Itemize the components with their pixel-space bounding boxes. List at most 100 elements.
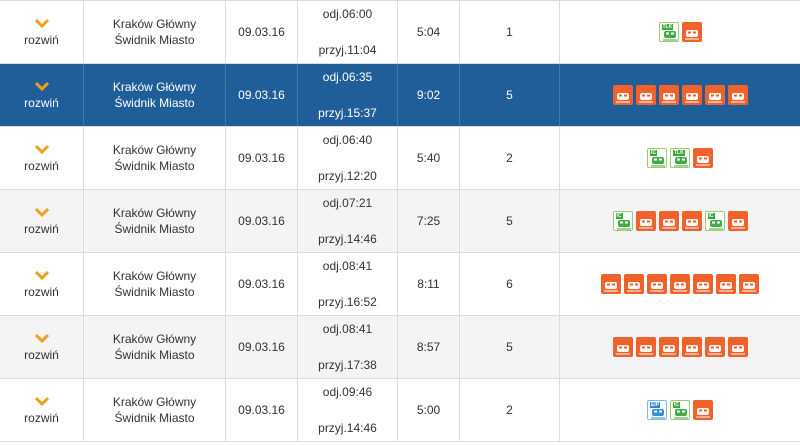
- connection-row[interactable]: rozwiń Kraków Główny Świdnik Miasto 09.0…: [0, 190, 800, 253]
- regional-train-icon: [647, 274, 667, 294]
- from-station: Kraków Główny: [112, 80, 197, 94]
- duration: 8:11: [398, 253, 460, 315]
- route: Kraków Główny Świdnik Miasto: [84, 316, 226, 378]
- train-icons: [612, 337, 748, 357]
- regional-train-icon: [658, 337, 679, 357]
- changes-count: 2: [506, 403, 513, 417]
- duration: 7:25: [398, 190, 460, 252]
- duration: 8:57: [398, 316, 460, 378]
- regional-train-icon: [704, 337, 725, 357]
- arrival-time: przyj.17:38: [318, 358, 377, 372]
- regional-train-icon: [658, 85, 679, 105]
- connection-row[interactable]: rozwiń Kraków Główny Świdnik Miasto 09.0…: [0, 127, 800, 190]
- chevron-down-icon[interactable]: [34, 396, 49, 406]
- expand-toggle[interactable]: rozwiń: [0, 316, 84, 378]
- regional-train-icon: [727, 211, 748, 231]
- departure-time: odj.07:21: [322, 196, 373, 210]
- chevron-down-icon[interactable]: [34, 207, 49, 217]
- chevron-down-icon[interactable]: [34, 81, 49, 91]
- travel-date: 09.03.16: [226, 316, 298, 378]
- changes-count: 2: [506, 151, 513, 165]
- train-badge: EIP: [650, 402, 661, 408]
- arrival-time: przyj.14:46: [318, 232, 377, 246]
- connection-row[interactable]: rozwiń Kraków Główny Świdnik Miasto 09.0…: [0, 379, 800, 442]
- departure-time: odj.06:40: [322, 133, 373, 147]
- regional-train-icon: [624, 274, 644, 294]
- duration-value: 5:00: [416, 403, 441, 417]
- expand-label[interactable]: rozwiń: [24, 410, 59, 425]
- regional-train-icon: [612, 85, 633, 105]
- changes: 1: [460, 1, 560, 63]
- train-badge: TLK: [673, 150, 685, 156]
- expand-label[interactable]: rozwiń: [24, 95, 59, 110]
- regional-train-icon: [635, 337, 656, 357]
- expand-label[interactable]: rozwiń: [24, 284, 59, 299]
- duration-value: 5:04: [416, 25, 441, 39]
- route: Kraków Główny Świdnik Miasto: [84, 64, 226, 126]
- connection-row[interactable]: rozwiń Kraków Główny Świdnik Miasto 09.0…: [0, 64, 800, 127]
- expand-label[interactable]: rozwiń: [24, 32, 59, 47]
- duration-value: 7:25: [416, 214, 441, 228]
- ic-train-icon: IC: [670, 400, 690, 420]
- regional-train-icon: [727, 337, 748, 357]
- tlk-train-icon: TLK: [658, 22, 679, 42]
- to-station: Świdnik Miasto: [114, 159, 195, 173]
- chevron-down-icon[interactable]: [34, 18, 49, 28]
- regional-train-icon: [635, 211, 656, 231]
- chevron-down-icon[interactable]: [34, 333, 49, 343]
- ic-train-icon: IC: [612, 211, 633, 231]
- departure-time: odj.06:35: [322, 70, 373, 84]
- expand-toggle[interactable]: rozwiń: [0, 190, 84, 252]
- expand-label[interactable]: rozwiń: [24, 347, 59, 362]
- regional-train-icon: [693, 274, 713, 294]
- route: Kraków Główny Świdnik Miasto: [84, 190, 226, 252]
- expand-toggle[interactable]: rozwiń: [0, 253, 84, 315]
- regional-train-icon: [612, 337, 633, 357]
- train-icons: EIP IC: [647, 400, 713, 420]
- duration: 9:02: [398, 64, 460, 126]
- chevron-down-icon[interactable]: [34, 270, 49, 280]
- train-icons: IC TLK: [647, 148, 713, 168]
- regional-train-icon: [658, 211, 679, 231]
- duration-value: 9:02: [416, 88, 441, 102]
- changes-count: 5: [506, 214, 513, 228]
- travel-date: 09.03.16: [226, 1, 298, 63]
- train-types: IC TLK: [560, 127, 800, 189]
- regional-train-icon: [681, 337, 702, 357]
- connection-row[interactable]: rozwiń Kraków Główny Świdnik Miasto 09.0…: [0, 1, 800, 64]
- changes-count: 1: [506, 25, 513, 39]
- route: Kraków Główny Świdnik Miasto: [84, 127, 226, 189]
- date-value: 09.03.16: [238, 403, 285, 417]
- connection-row[interactable]: rozwiń Kraków Główny Świdnik Miasto 09.0…: [0, 253, 800, 316]
- departure-time: odj.08:41: [322, 259, 373, 273]
- changes: 5: [460, 64, 560, 126]
- times: odj.09:46 przyj.14:46: [298, 379, 398, 441]
- expand-toggle[interactable]: rozwiń: [0, 127, 84, 189]
- connection-row[interactable]: rozwiń Kraków Główny Świdnik Miasto 09.0…: [0, 316, 800, 379]
- times: odj.08:41 przyj.16:52: [298, 253, 398, 315]
- departure-time: odj.09:46: [322, 385, 373, 399]
- chevron-down-icon[interactable]: [34, 144, 49, 154]
- regional-train-icon: [693, 400, 713, 420]
- expand-label[interactable]: rozwiń: [24, 158, 59, 173]
- expand-toggle[interactable]: rozwiń: [0, 1, 84, 63]
- to-station: Świdnik Miasto: [114, 33, 195, 47]
- train-badge: IC: [650, 150, 657, 156]
- train-icons: IC: [612, 211, 748, 231]
- expand-toggle[interactable]: rozwiń: [0, 64, 84, 126]
- arrival-time: przyj.11:04: [318, 43, 377, 57]
- date-value: 09.03.16: [238, 277, 285, 291]
- to-station: Świdnik Miasto: [114, 285, 195, 299]
- changes: 5: [460, 316, 560, 378]
- regional-train-icon: [739, 274, 759, 294]
- regional-train-icon: [601, 274, 621, 294]
- times: odj.06:00 przyj.11:04: [298, 1, 398, 63]
- times: odj.07:21 przyj.14:46: [298, 190, 398, 252]
- expand-label[interactable]: rozwiń: [24, 221, 59, 236]
- regional-train-icon: [727, 85, 748, 105]
- times: odj.08:41 przyj.17:38: [298, 316, 398, 378]
- train-icons: [612, 85, 748, 105]
- travel-date: 09.03.16: [226, 379, 298, 441]
- expand-toggle[interactable]: rozwiń: [0, 379, 84, 441]
